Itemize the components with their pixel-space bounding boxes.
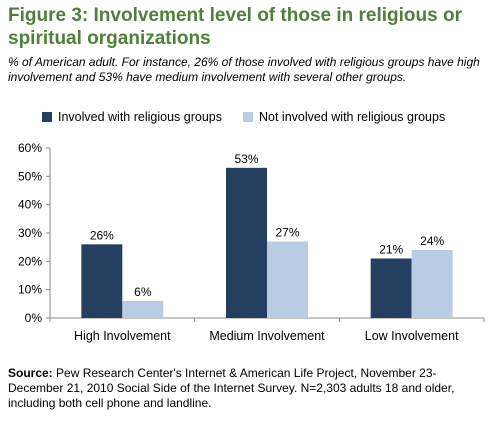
bar	[411, 250, 453, 318]
legend-item-not-involved: Not involved with religious groups	[243, 110, 445, 124]
y-tick-label: 30%	[18, 226, 42, 240]
y-tick-label: 40%	[18, 198, 42, 212]
bar	[81, 244, 123, 318]
bar	[370, 258, 412, 318]
y-tick-label: 20%	[18, 254, 42, 268]
y-tick-label: 0%	[25, 311, 43, 325]
y-tick-label: 60%	[18, 141, 42, 155]
bar	[122, 301, 164, 318]
data-label: 53%	[234, 152, 258, 166]
data-label: 26%	[90, 228, 114, 242]
data-label: 6%	[134, 285, 152, 299]
data-label: 21%	[379, 243, 403, 257]
legend-swatch-not-involved	[243, 112, 253, 122]
bar	[267, 241, 308, 318]
data-label: 27%	[275, 226, 299, 240]
legend-label-not-involved: Not involved with religious groups	[259, 110, 446, 124]
y-tick-label: 10%	[18, 283, 42, 297]
legend-item-involved: Involved with religious groups	[42, 110, 222, 124]
chart-subtitle: % of American adult. For instance, 26% o…	[8, 55, 480, 84]
x-tick-label: Low Involvement	[365, 329, 459, 343]
x-tick-label: High Involvement	[74, 329, 171, 343]
bar-chart: 0% 10% 20% 30% 40% 50% 60% 26% 6% High Involvemen…	[18, 141, 485, 343]
x-tick-label: Medium Involvement	[209, 329, 325, 343]
legend-label-involved: Involved with religious groups	[58, 110, 222, 124]
legend: Involved with religious groups Not invol…	[0, 110, 488, 128]
bar	[226, 167, 267, 318]
legend-swatch-involved	[42, 112, 52, 122]
source-label: Source:	[8, 366, 53, 380]
y-tick-label: 50%	[18, 169, 42, 183]
source-note: Source: Pew Research Center's Internet &…	[8, 366, 482, 411]
source-text: Pew Research Center's Internet & America…	[8, 366, 455, 410]
data-label: 24%	[420, 234, 444, 248]
chart-title: Figure 3: Involvement level of those in …	[8, 5, 462, 49]
